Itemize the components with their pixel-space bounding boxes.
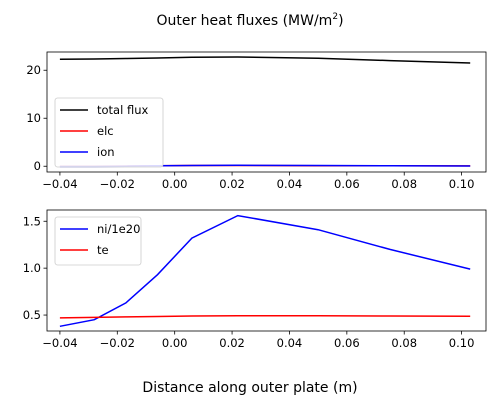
x-tick-label: −0.02: [100, 177, 135, 191]
x-tick-label: 0.02: [219, 177, 245, 191]
x-tick-label: 0.10: [449, 177, 475, 191]
subplot-heat-fluxes: −0.04 −0.02 0.00 0.02 0.04 0.06 0.08 0.10 0 10 20 t…: [26, 51, 487, 191]
x-tick-label: 0.04: [277, 336, 303, 350]
x-tick-label: 0.00: [162, 177, 188, 191]
legend-label: te: [97, 243, 109, 257]
legend: ni/1e20 te: [54, 216, 142, 266]
x-tick-label: −0.04: [42, 177, 77, 191]
figure-xlabel: Distance along outer plate (m): [142, 380, 357, 396]
x-tick-label: 0.04: [277, 177, 303, 191]
legend-label: elc: [97, 124, 114, 138]
x-tick-label: 0.02: [219, 336, 245, 350]
axes-frame: [46, 209, 487, 332]
x-tick-label: 0.08: [391, 336, 417, 350]
y-tick-label: 0: [34, 159, 41, 173]
axes-frame: [46, 51, 487, 173]
subplot-density-temperature: −0.04 −0.02 0.00 0.02 0.04 0.06 0.08 0.10 0.5 1.0…: [23, 209, 487, 350]
series-line-ni-1e20: [59, 214, 471, 328]
x-tick-label: −0.02: [100, 336, 135, 350]
x-tick-label: 0.06: [334, 336, 360, 350]
y-tick-label: 1.0: [23, 261, 41, 275]
x-tick-label: 0.00: [162, 336, 188, 350]
y-tick-label: 0.5: [23, 308, 41, 322]
y-tick-label: 1.5: [23, 214, 41, 228]
figure-title: Outer heat fluxes (MW/m2): [156, 12, 343, 29]
series-line-total-flux: [59, 56, 471, 64]
y-tick-label: 10: [26, 111, 41, 125]
x-tick-label: 0.06: [334, 177, 360, 191]
x-tick-label: 0.10: [449, 336, 475, 350]
series-line-te: [59, 314, 471, 319]
x-tick-label: 0.08: [391, 177, 417, 191]
legend: total flux elc ion: [54, 97, 164, 168]
legend-label: total flux: [97, 103, 148, 117]
legend-label: ion: [97, 145, 115, 159]
legend-label: ni/1e20: [97, 222, 140, 236]
legend-box: [54, 97, 164, 168]
x-tick-label: −0.04: [42, 336, 77, 350]
y-tick-label: 20: [26, 63, 41, 77]
